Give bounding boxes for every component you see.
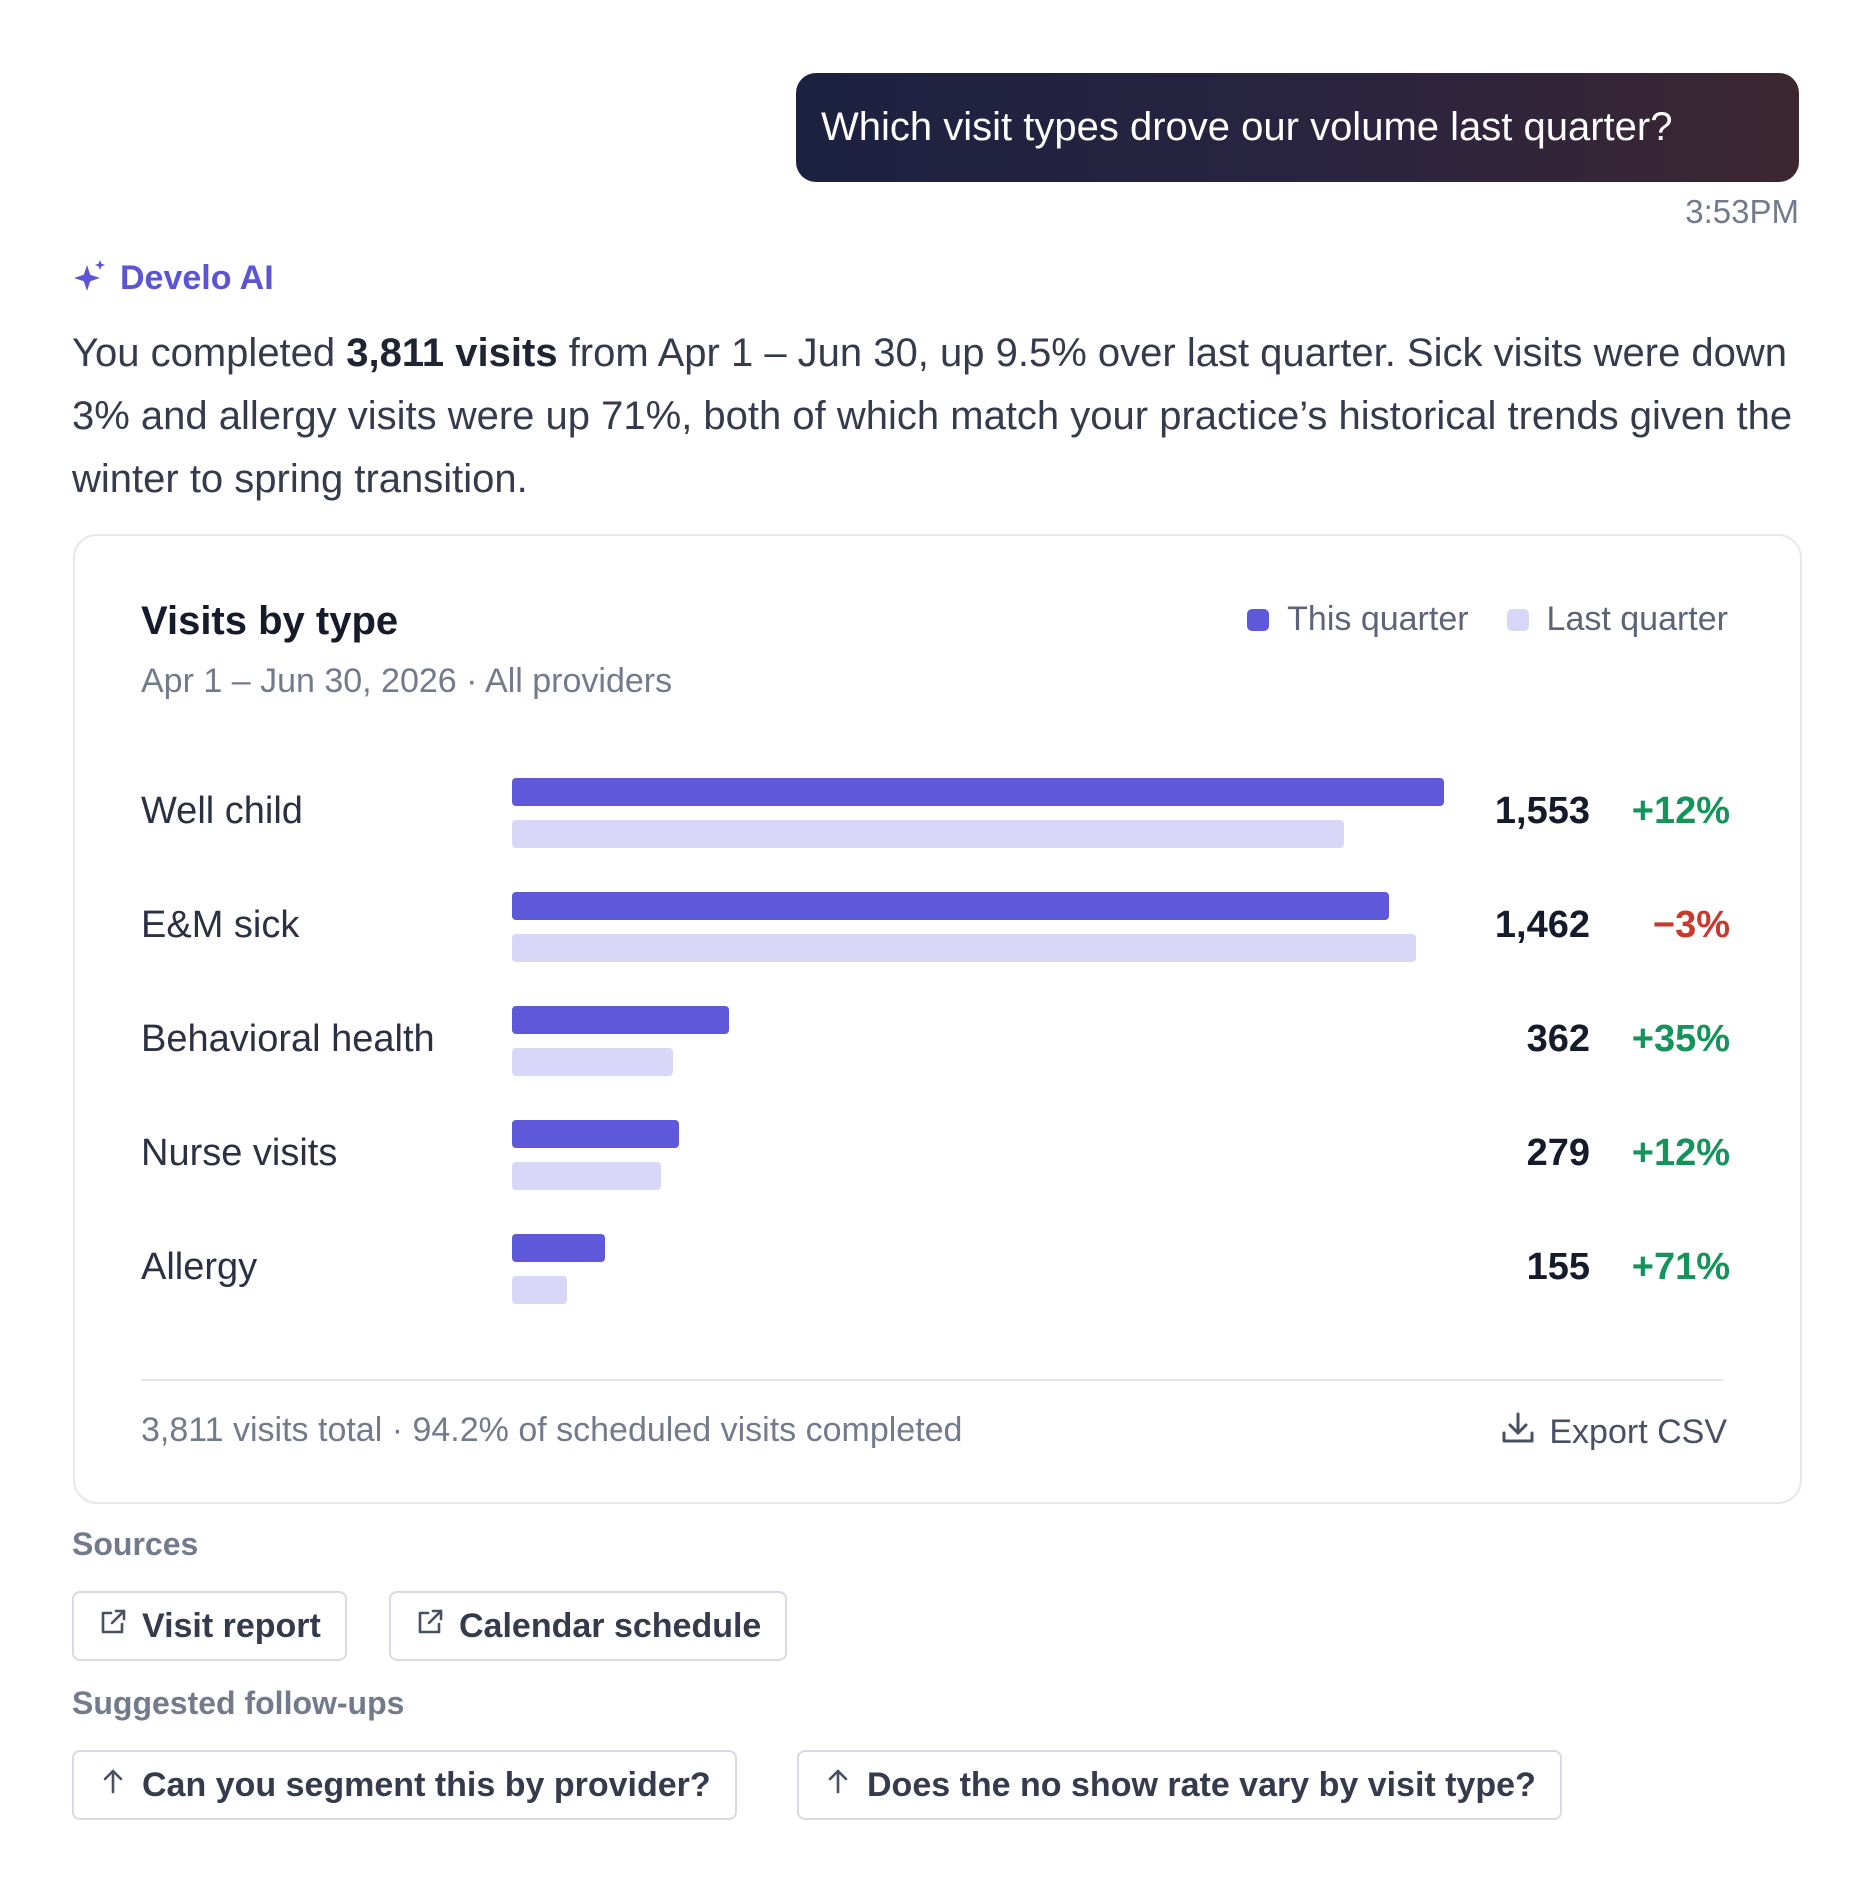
user-message-bubble: Which visit types drove our volume last … — [796, 73, 1799, 182]
value-label: 279 — [1526, 1132, 1590, 1174]
assistant-answer: You completed 3,811 visits from Apr 1 – … — [72, 322, 1812, 511]
message-timestamp: 3:53PM — [1685, 193, 1799, 230]
change-label: +12% — [1631, 790, 1730, 832]
source-label: Visit report — [142, 1606, 321, 1645]
assistant-name: Develo AI — [120, 259, 274, 297]
bar-last-quarter — [512, 1048, 673, 1076]
followup-no-show-rate[interactable]: Does the no show rate vary by visit type… — [797, 1750, 1562, 1820]
followups-label: Suggested follow-ups — [72, 1685, 405, 1721]
legend-swatch-last-quarter — [1506, 608, 1529, 631]
external-link-icon — [98, 1607, 128, 1646]
value-label: 1,553 — [1494, 790, 1590, 832]
category-label: Allergy — [141, 1246, 258, 1288]
answer-highlight: 3,811 visits — [346, 331, 558, 375]
user-message-text: Which visit types drove our volume last … — [821, 105, 1673, 149]
bar-this-quarter — [512, 892, 1390, 920]
legend-swatch-this-quarter — [1247, 608, 1270, 631]
external-link-icon — [415, 1607, 445, 1646]
bar-this-quarter — [512, 1120, 680, 1148]
source-visit-report[interactable]: Visit report — [72, 1591, 347, 1661]
answer-text-rest: from Apr 1 – Jun 30, up 9.5% over last q… — [72, 331, 1793, 501]
source-label: Calendar schedule — [459, 1606, 762, 1645]
export-csv-label: Export CSV — [1549, 1413, 1727, 1451]
category-label: Well child — [141, 790, 303, 832]
chart-row: Well child 1,553 +12% — [75, 775, 1800, 848]
value-label: 362 — [1526, 1018, 1590, 1060]
chart-legend: This quarter Last quarter — [1247, 600, 1728, 639]
legend-this-quarter: This quarter — [1247, 600, 1469, 639]
card-title: Visits by type — [141, 599, 399, 643]
assistant-header: Develo AI — [72, 258, 274, 299]
sources-label: Sources — [72, 1526, 199, 1562]
category-label: Behavioral health — [141, 1018, 435, 1060]
category-label: E&M sick — [141, 904, 300, 946]
arrow-up-icon — [823, 1766, 853, 1805]
chart-row: Allergy 155 +71% — [75, 1231, 1800, 1304]
chart-row: E&M sick 1,462 −3% — [75, 889, 1800, 962]
bar-last-quarter — [512, 820, 1345, 848]
followup-label: Can you segment this by provider? — [142, 1765, 711, 1804]
category-label: Nurse visits — [141, 1132, 338, 1174]
bar-last-quarter — [512, 1162, 662, 1190]
change-label: +35% — [1631, 1018, 1730, 1060]
bar-this-quarter — [512, 1234, 606, 1262]
sparkle-icon — [72, 258, 108, 299]
card-divider — [141, 1379, 1724, 1381]
legend-label-this-quarter: This quarter — [1287, 600, 1469, 638]
bar-this-quarter — [512, 1006, 730, 1034]
card-footer-summary: 3,811 visits total · 94.2% of scheduled … — [141, 1411, 963, 1449]
value-label: 155 — [1526, 1246, 1590, 1288]
download-icon — [1499, 1409, 1537, 1456]
visits-chart-card: Visits by type Apr 1 – Jun 30, 2026 · Al… — [73, 534, 1802, 1504]
export-csv-button[interactable]: Export CSV — [1499, 1409, 1727, 1456]
value-label: 1,462 — [1494, 904, 1590, 946]
answer-text-start: You completed — [72, 331, 347, 375]
card-subtitle: Apr 1 – Jun 30, 2026 · All providers — [141, 662, 673, 700]
bar-last-quarter — [512, 934, 1417, 962]
change-label: +71% — [1631, 1246, 1730, 1288]
legend-label-last-quarter: Last quarter — [1546, 600, 1728, 638]
legend-last-quarter: Last quarter — [1506, 600, 1728, 639]
arrow-up-icon — [98, 1766, 128, 1805]
chart-row: Behavioral health 362 +35% — [75, 1003, 1800, 1076]
chart-row: Nurse visits 279 +12% — [75, 1117, 1800, 1190]
change-label: +12% — [1631, 1132, 1730, 1174]
followup-label: Does the no show rate vary by visit type… — [867, 1765, 1536, 1804]
bar-this-quarter — [512, 778, 1444, 806]
source-calendar-schedule[interactable]: Calendar schedule — [389, 1591, 788, 1661]
change-label: −3% — [1652, 904, 1730, 946]
bar-last-quarter — [512, 1276, 567, 1304]
followup-segment-by-provider[interactable]: Can you segment this by provider? — [72, 1750, 737, 1820]
